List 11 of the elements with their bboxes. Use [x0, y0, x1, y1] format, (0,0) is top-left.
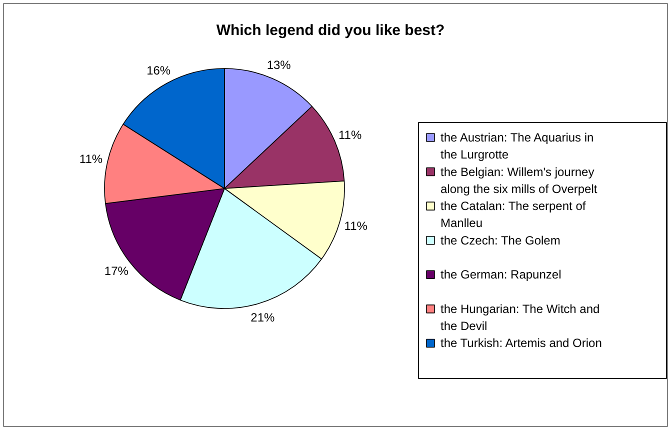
legend-label: the Turkish: Artemis and Orion [440, 336, 602, 350]
data-label: 11% [344, 218, 368, 233]
legend-label: the Czech: The Golem [440, 233, 560, 248]
data-label: 11% [338, 128, 362, 142]
data-label: 17% [104, 264, 129, 278]
data-label: 11% [79, 152, 103, 166]
legend-label: the German: Rapunzel [440, 268, 562, 282]
data-label: 16% [146, 64, 171, 78]
data-label: 13% [266, 58, 292, 72]
chart-title: Which legend did you like best? [216, 22, 445, 39]
data-label: 21% [250, 310, 276, 325]
